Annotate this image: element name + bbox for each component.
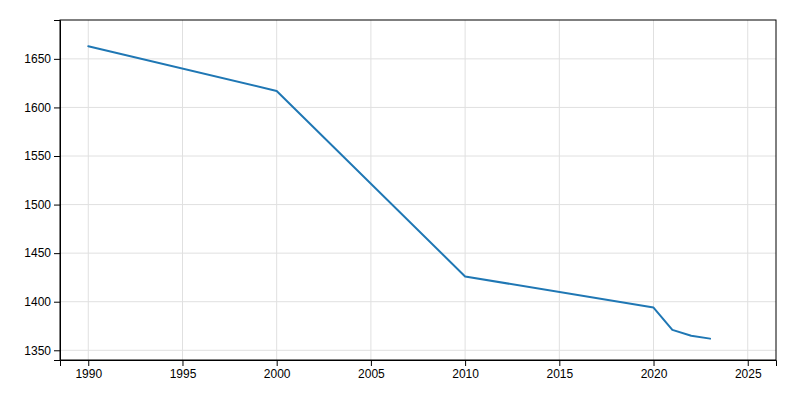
x-tick-label: 2000 [264, 367, 291, 381]
x-tick-mark [559, 360, 560, 366]
x-grid-line [747, 20, 748, 360]
y-grid-line [60, 58, 776, 59]
x-tick-label: 2025 [735, 367, 762, 381]
x-grid-line [276, 20, 277, 360]
x-tick: 2005 [358, 360, 385, 381]
grid [60, 20, 776, 360]
x-grid-line [182, 20, 183, 360]
y-grid-line [60, 107, 776, 108]
y-tick-label: 1400 [24, 295, 51, 309]
y-tick-mark [54, 302, 60, 303]
line [88, 46, 710, 338]
x-tick-label: 2020 [641, 367, 668, 381]
y-tick-mark [54, 205, 60, 206]
y-tick-label: 1350 [24, 344, 51, 358]
x-tick: 2025 [735, 360, 762, 381]
y-tick-mark [54, 350, 60, 351]
marks [88, 46, 710, 338]
y-tick-label: 1650 [24, 52, 51, 66]
x-tick: 1995 [170, 360, 197, 381]
x-tick-mark [748, 360, 749, 366]
y-tick: 1600 [24, 101, 60, 115]
x-tick-label: 1990 [75, 367, 102, 381]
y-tick-label: 1450 [24, 246, 51, 260]
plot-frame [60, 20, 776, 360]
y-grid-line [60, 350, 776, 351]
plot: 1990 1995 2000 2005 2010 2015 2020 2025 1350 1400… [24, 20, 776, 381]
x-tick-mark [654, 360, 655, 366]
x-tick-mark [371, 360, 372, 366]
x-tick: 2015 [546, 360, 573, 381]
chart: 1990 1995 2000 2005 2010 2015 2020 2025 1350 1400… [0, 0, 800, 400]
y-tick-mark [54, 107, 60, 108]
y-tick-mark [54, 253, 60, 254]
x-grid-line [465, 20, 466, 360]
x-tick: 2010 [452, 360, 479, 381]
x-grid-line [88, 20, 89, 360]
x-axis-domain [61, 361, 777, 367]
y-grid-line [60, 204, 776, 205]
y-grid-line [60, 156, 776, 157]
x-tick: 1990 [75, 360, 102, 381]
y-tick-label: 1500 [24, 198, 51, 212]
y-tick: 1500 [24, 198, 60, 212]
x-grid-line [370, 20, 371, 360]
x-grid-line [559, 20, 560, 360]
y-tick: 1550 [24, 149, 60, 163]
x-tick-label: 2010 [452, 367, 479, 381]
y-tick-label: 1550 [24, 149, 51, 163]
y-tick: 1400 [24, 295, 60, 309]
x-axis: 1990 1995 2000 2005 2010 2015 2020 2025 [61, 360, 777, 381]
x-tick-mark [465, 360, 466, 366]
y-tick: 1650 [24, 52, 60, 66]
x-tick-label: 2015 [546, 367, 573, 381]
x-tick: 2020 [641, 360, 668, 381]
y-tick-mark [54, 59, 60, 60]
x-tick-mark [277, 360, 278, 366]
x-tick-mark [88, 360, 89, 366]
x-tick-mark [182, 360, 183, 366]
y-tick: 1450 [24, 246, 60, 260]
x-tick: 2000 [264, 360, 291, 381]
y-grid-line [60, 253, 776, 254]
y-axis: 1350 1400 1450 1500 1550 1600 1650 [24, 21, 60, 361]
x-tick-label: 1995 [170, 367, 197, 381]
y-tick: 1350 [24, 344, 60, 358]
y-tick-mark [54, 156, 60, 157]
x-tick-label: 2005 [358, 367, 385, 381]
y-tick-label: 1600 [24, 101, 51, 115]
y-grid-line [60, 301, 776, 302]
